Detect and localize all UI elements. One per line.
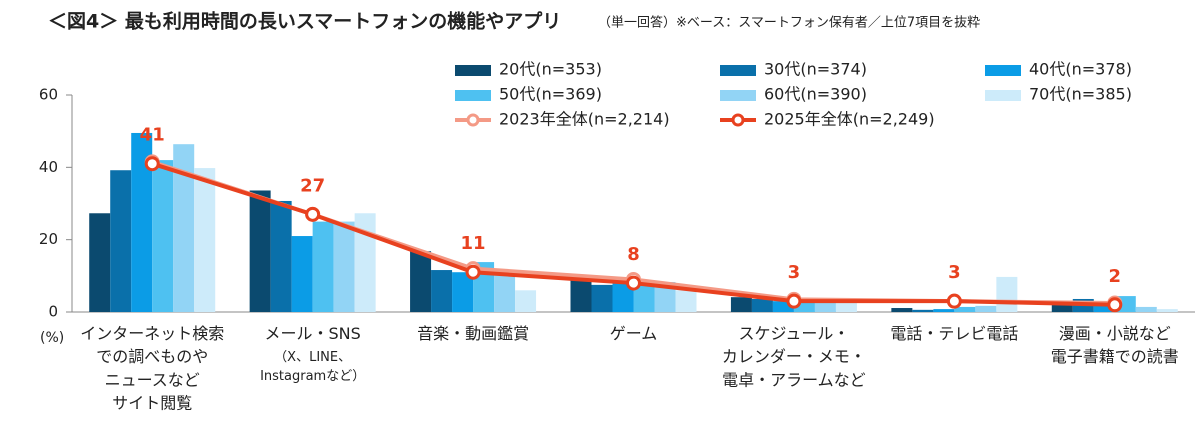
bar: [633, 284, 655, 312]
bar: [612, 281, 634, 312]
bar: [591, 284, 613, 312]
x-tick-label: スケジュール・カレンダー・メモ・電卓・アラームなど: [722, 324, 866, 389]
legend-swatch: [466, 113, 480, 127]
bar: [89, 213, 111, 312]
bar: [954, 306, 976, 312]
bar: [110, 170, 132, 312]
bar: [730, 297, 752, 312]
legend-swatch: [720, 90, 756, 101]
legend-swatch: [455, 65, 491, 76]
x-tick-label: メール・SNS: [264, 324, 360, 343]
bar: [291, 236, 313, 312]
y-tick-label: 20: [39, 230, 58, 248]
bar: [933, 309, 955, 312]
legend-swatch: [985, 90, 1021, 101]
bar: [751, 298, 773, 312]
bar: [410, 251, 432, 312]
bar: [354, 213, 376, 312]
y-tick-label: 0: [48, 303, 58, 321]
bar: [1051, 302, 1073, 312]
bar: [793, 301, 815, 312]
y-unit: (%): [40, 330, 64, 346]
line-marker: [786, 293, 802, 309]
x-tick-label: インターネット検索での調べものやニュースなどサイト閲覧: [80, 324, 224, 413]
x-tick-label: ゲーム: [610, 324, 658, 343]
x-tick-label: 電話・テレビ電話: [890, 324, 1018, 343]
bar: [494, 272, 516, 312]
legend-label: 40代(n=378): [1029, 60, 1132, 79]
bar: [675, 290, 697, 312]
line-marker: [946, 293, 962, 309]
legend-label: 50代(n=369): [499, 85, 602, 104]
line-marker: [305, 206, 321, 222]
legend-swatch: [455, 90, 491, 101]
chart-title: ＜図4＞ 最も利用時間の長いスマートフォンの機能やアプリ: [48, 10, 561, 33]
bar: [835, 300, 857, 312]
bar: [333, 221, 355, 312]
line-marker: [1107, 297, 1123, 313]
bar: [270, 200, 292, 312]
bar: [814, 300, 836, 312]
bar: [194, 168, 216, 312]
line-marker: [465, 264, 481, 280]
bar: [1135, 306, 1157, 312]
legend-label: 30代(n=374): [764, 60, 867, 79]
bar: [515, 290, 537, 312]
y-tick-label: 60: [39, 86, 58, 104]
data-label: 2: [1109, 266, 1122, 287]
bar: [570, 278, 592, 312]
data-label: 3: [788, 262, 801, 283]
bar: [431, 270, 453, 312]
bar: [996, 276, 1018, 312]
legend-label: 20代(n=353): [499, 60, 602, 79]
bar: [312, 221, 334, 312]
data-label: 41: [140, 125, 165, 146]
legend-swatch: [720, 65, 756, 76]
bar: [1093, 301, 1115, 312]
bar: [152, 160, 174, 312]
bar: [452, 272, 474, 312]
legend-label: 2025年全体(n=2,249): [764, 110, 935, 129]
y-tick-label: 40: [39, 158, 58, 176]
bar: [772, 301, 794, 312]
x-tick-label: 漫画・小説など電子書籍での読書: [1051, 324, 1179, 366]
x-tick-label: 音楽・動画鑑賞: [417, 324, 529, 343]
legend-label: 70代(n=385): [1029, 85, 1132, 104]
bar: [891, 308, 913, 312]
legend-label: 60代(n=390): [764, 85, 867, 104]
line-marker: [144, 156, 160, 172]
legend-swatch: [731, 113, 745, 127]
bar: [173, 144, 195, 312]
data-label: 27: [300, 175, 325, 196]
bar: [131, 132, 153, 312]
bar: [249, 190, 271, 312]
bar: [975, 305, 997, 312]
data-label: 3: [948, 262, 961, 283]
bar: [1156, 309, 1178, 312]
data-label: 11: [461, 233, 486, 254]
chart-subtitle: （単一回答）※ベース：スマートフォン保有者／上位7項目を抜粋: [598, 15, 980, 31]
line-marker: [626, 275, 641, 291]
bar: [912, 309, 934, 312]
bar: [654, 281, 676, 312]
data-label: 8: [627, 244, 640, 265]
legend-label: 2023年全体(n=2,214): [499, 110, 670, 129]
x-tick-note: （X、LINE、 Instagramなど）: [260, 350, 365, 384]
legend-swatch: [985, 65, 1021, 76]
